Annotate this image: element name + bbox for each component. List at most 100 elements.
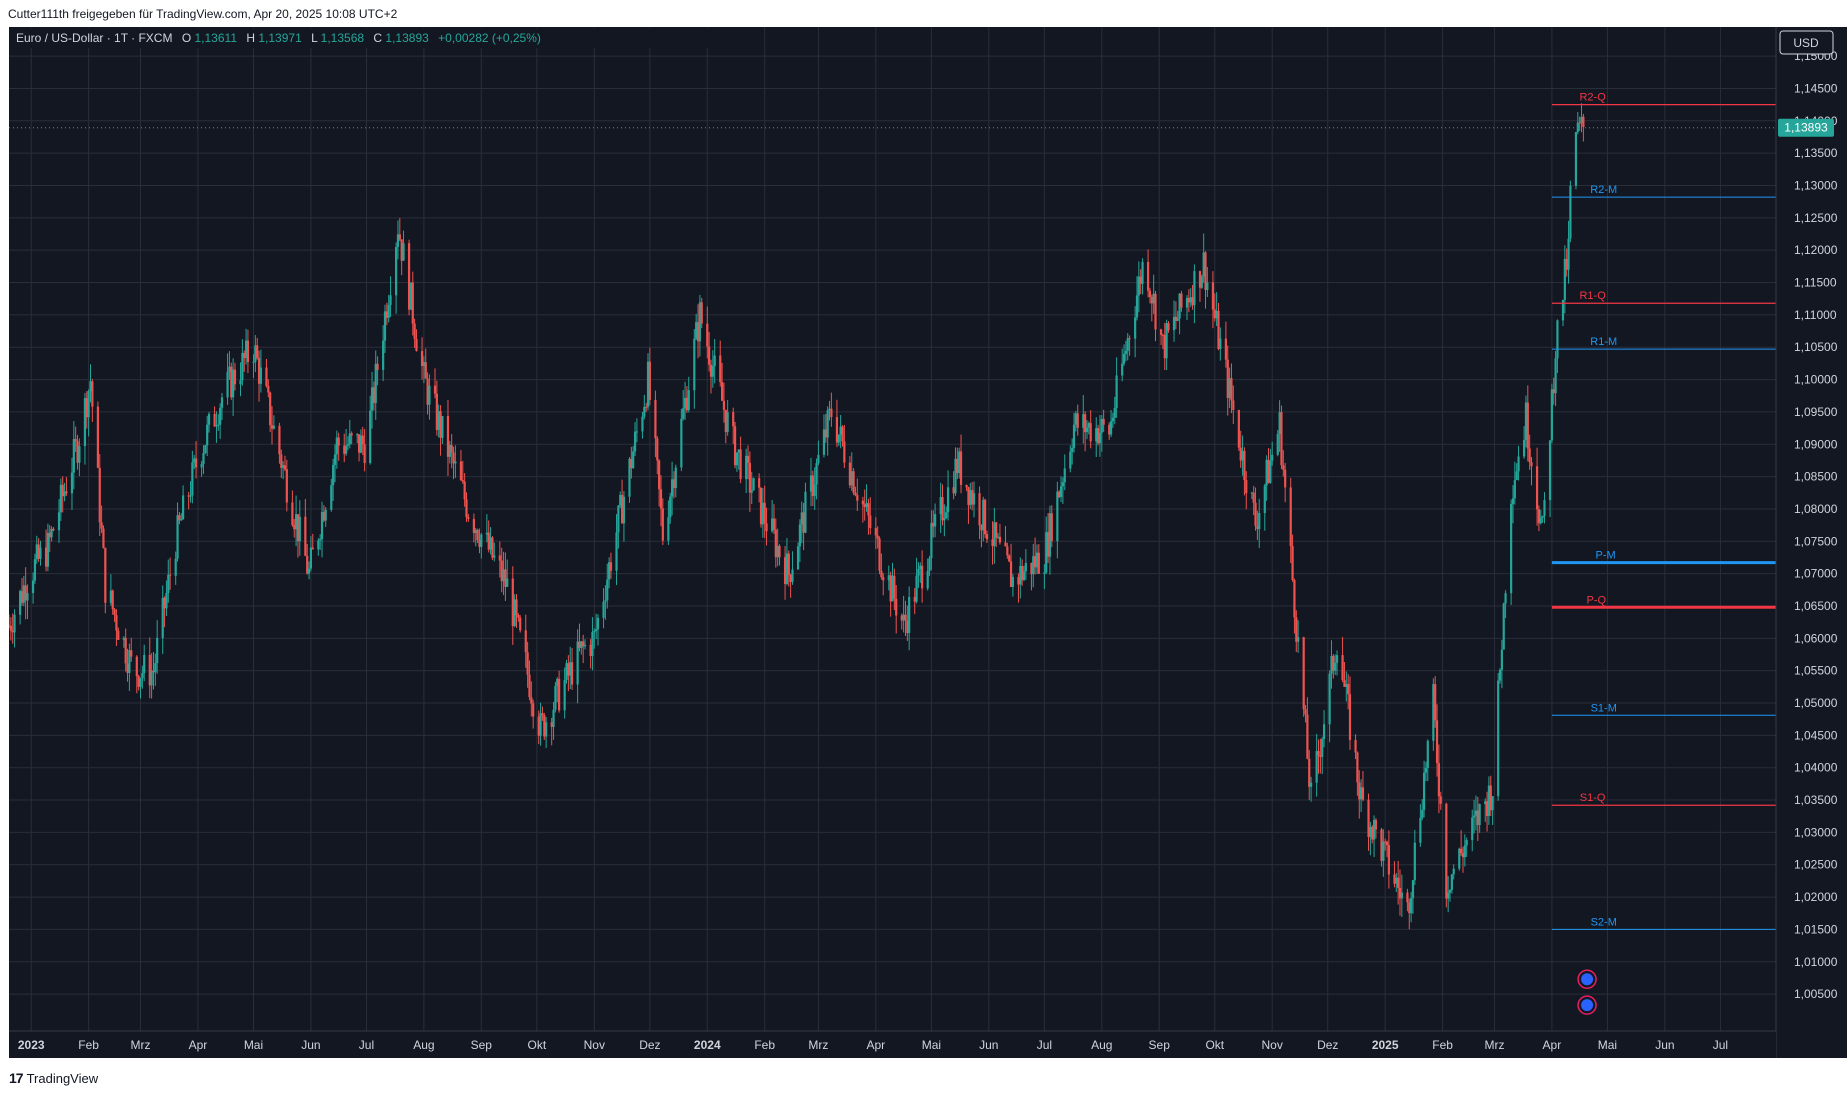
candle-body [796,546,800,570]
candle-body [1232,400,1235,410]
currency-label[interactable]: USD [1793,36,1819,50]
candle-body [74,439,77,442]
candle-body [843,441,846,463]
candle-body [1154,293,1157,330]
candle-body [296,514,300,542]
candle-body [921,565,924,589]
candle-body [563,679,566,711]
candle-body [1410,898,1413,914]
legend-row[interactable]: Euro / US-Dollar · 1T · FXCM O 1,13611 H… [16,31,541,45]
candle-body [280,454,283,468]
candle-body [187,495,190,497]
candle-body [1408,902,1411,914]
candle-body [1439,796,1442,804]
candle-body [1215,310,1218,319]
price-tick-label: 1,04500 [1794,728,1838,742]
candle-body [1271,454,1274,461]
price-tick-label: 1,08500 [1794,470,1838,484]
candle-body [85,398,88,418]
candle-body [648,361,651,400]
candle-body [311,547,314,550]
candle-body [980,525,983,531]
candle-body [1321,738,1324,757]
candle-body [606,579,609,601]
candle-body [1511,498,1515,504]
candle-body [489,537,492,550]
candle-body [1398,887,1402,899]
price-axis-background[interactable] [1776,27,1847,1058]
legend-symbol[interactable]: Euro / US-Dollar · 1T · FXCM [16,31,172,45]
event-markers[interactable] [1577,969,1597,1015]
candle-body [565,663,568,680]
candle-body [656,438,659,461]
time-axis-background[interactable] [9,1031,1776,1058]
tradingview-logo-text: TradingView [26,1070,99,1086]
candle-body [115,615,118,631]
candle-body [646,361,650,407]
candle-body [1046,532,1050,557]
candle-body [396,234,400,248]
candle-body [545,722,548,737]
candle-body [424,362,427,379]
candle-body [711,366,714,377]
candle-body [1128,338,1131,340]
candle-body [141,673,144,679]
candle-body [332,464,335,486]
time-tick-label: Mai [1598,1038,1617,1052]
candle-body [1297,637,1300,642]
candle-body [72,439,75,473]
candle-body [1484,801,1487,805]
candle-body [400,239,403,261]
candle-body [541,713,544,716]
candle-body [504,569,507,587]
candle-body [270,425,274,429]
candle-body [1308,758,1311,787]
candle-body [454,461,457,464]
candle-body [826,410,829,438]
price-axis[interactable]: 1,150001,145001,140001,135001,130001,125… [1794,49,1838,1001]
candle-body [83,398,87,447]
candle-body [1163,335,1166,359]
chart-canvas[interactable]: R2-Q R2-M R1-Q R1-M P-M P-Q S1-M S1-Q S2-M Euro … [9,27,1847,1058]
candle-body [1367,799,1370,838]
candle-body [1059,486,1063,497]
time-axis[interactable]: 2023 Feb Mrz Apr Mai Jun Jul Aug Sep Okt Nov Dez 202… [18,1038,1728,1052]
candle-body [1463,845,1466,858]
time-tick-label: Nov [1262,1038,1283,1052]
chart-panel[interactable]: R2-Q R2-M R1-Q R1-M P-M P-Q S1-M S1-Q S2-M Euro … [9,27,1847,1058]
candle-body [589,644,592,656]
candle-body [63,491,66,497]
candle-body [244,340,248,359]
currency-button[interactable]: USD [1779,30,1834,55]
candle-body [413,323,416,339]
candle-body [528,674,531,698]
price-tick-label: 1,10000 [1794,373,1838,387]
candle-body [126,663,129,673]
candle-body [478,539,481,547]
candle-body [580,641,583,648]
tradingview-logo[interactable]: 17 TradingView [9,1070,98,1086]
candle-body [567,663,570,676]
candle-body [993,522,996,547]
candle-body [122,637,125,640]
candle-body [282,465,285,468]
candle-body [939,497,942,515]
candle-body [1017,576,1020,585]
candle-body [1461,852,1465,858]
candle-body [1213,309,1216,319]
candle-body [1202,252,1205,277]
candle-body [591,632,594,656]
candle-body [9,625,11,627]
candle-body [1432,684,1435,741]
candle-body [1152,293,1155,304]
candle-body [100,522,103,529]
candle-body [1045,532,1048,573]
candle-body [774,529,777,558]
candle-body [1113,407,1116,418]
candle-body [330,485,333,510]
candle-body [926,570,929,589]
candle-body [409,282,413,310]
candle-body [1448,889,1452,893]
candle-body [1384,841,1387,843]
candle-body [837,434,840,443]
